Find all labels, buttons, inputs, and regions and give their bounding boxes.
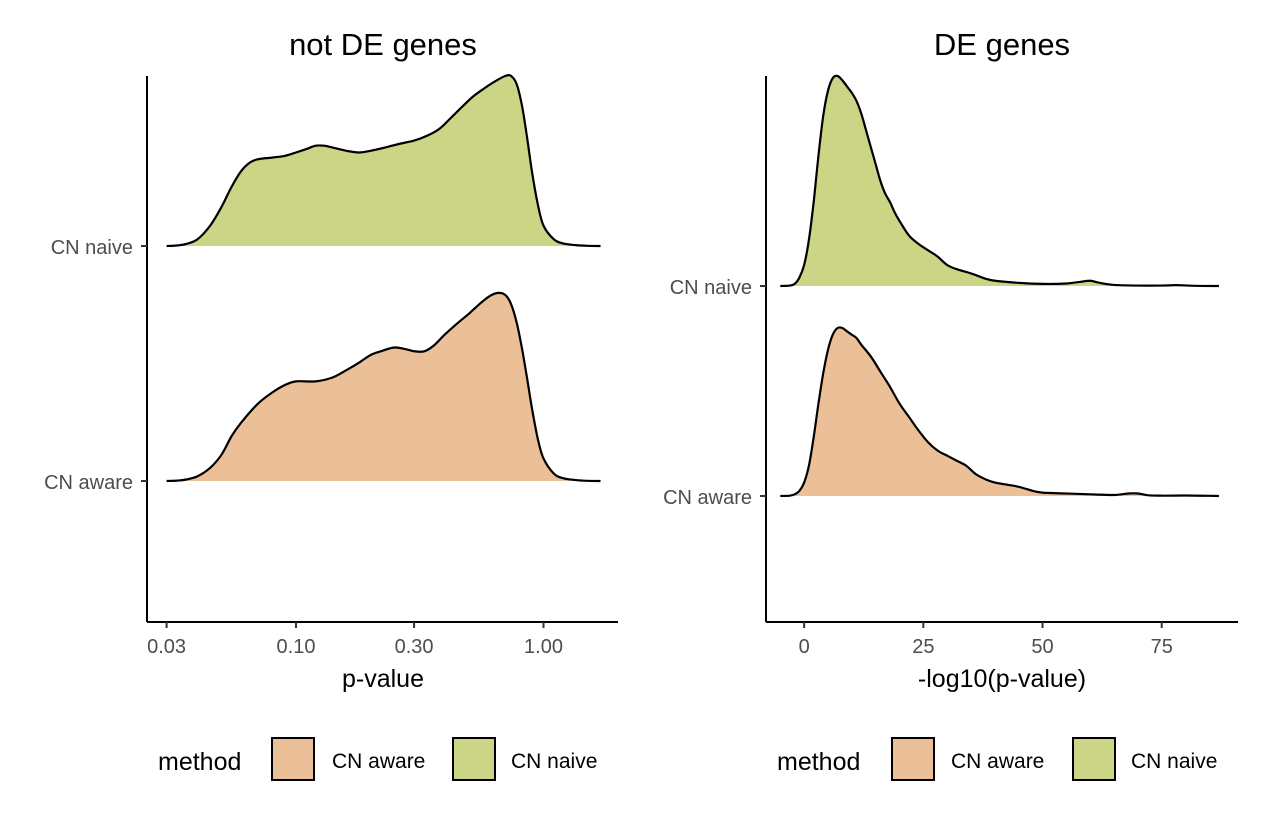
x-tick-label: 25	[912, 636, 934, 658]
density-area-cn-naive	[166, 75, 601, 246]
x-tick-label: 0.03	[147, 636, 186, 658]
density-outline-cn-aware	[166, 291, 601, 483]
panel-title: not DE genes	[289, 27, 477, 62]
x-tick-label: 1.00	[524, 636, 563, 658]
legend: method CN aware CN naive	[777, 737, 1217, 781]
legend-key-cn-aware	[891, 737, 935, 781]
y-ticks-group: CN aware CN naive	[663, 277, 766, 509]
legend: method CN aware CN naive	[158, 737, 597, 781]
x-ticks-group: 0 25 50 75	[799, 622, 1173, 658]
y-tick-label: CN aware	[663, 487, 752, 509]
legend-key-cn-naive	[452, 737, 496, 781]
legend-key-cn-naive	[1072, 737, 1116, 781]
legend-label-cn-naive: CN naive	[511, 750, 597, 773]
x-tick-label: 0.10	[277, 636, 316, 658]
x-ticks-group: 0.03 0.10 0.30 1.00	[147, 622, 563, 658]
panel-not-de-genes: not DE genes CN aware CN naive 0.03 0.10 0…	[44, 27, 618, 781]
x-axis-title: -log10(p-value)	[918, 665, 1086, 693]
x-tick-label: 0.30	[395, 636, 434, 658]
ridges-group	[780, 74, 1219, 498]
x-tick-label: 50	[1031, 636, 1053, 658]
legend-key-cn-aware	[271, 737, 315, 781]
y-ticks-group: CN aware CN naive	[44, 237, 147, 494]
x-tick-label: 0	[799, 636, 810, 658]
x-tick-label: 75	[1151, 636, 1173, 658]
density-area-cn-aware	[166, 292, 601, 481]
density-area-cn-naive	[780, 75, 1219, 287]
panel-title: DE genes	[934, 27, 1070, 62]
ridges-group	[166, 74, 601, 483]
legend-label-cn-aware: CN aware	[951, 750, 1044, 773]
density-outline-cn-aware	[780, 326, 1219, 498]
y-tick-label: CN aware	[44, 472, 133, 494]
panel-de-genes: DE genes CN aware CN naive 0 25 50 75 -log1…	[663, 27, 1238, 781]
density-outline-cn-naive	[166, 74, 601, 248]
y-tick-label: CN naive	[51, 237, 133, 259]
legend-label-cn-naive: CN naive	[1131, 750, 1217, 773]
y-tick-label: CN naive	[670, 277, 752, 299]
x-axis-title: p-value	[342, 665, 424, 693]
legend-label-cn-aware: CN aware	[332, 750, 425, 773]
density-outline-cn-naive	[780, 74, 1219, 288]
density-area-cn-aware	[780, 327, 1219, 496]
legend-title: method	[777, 748, 860, 776]
legend-title: method	[158, 748, 241, 776]
